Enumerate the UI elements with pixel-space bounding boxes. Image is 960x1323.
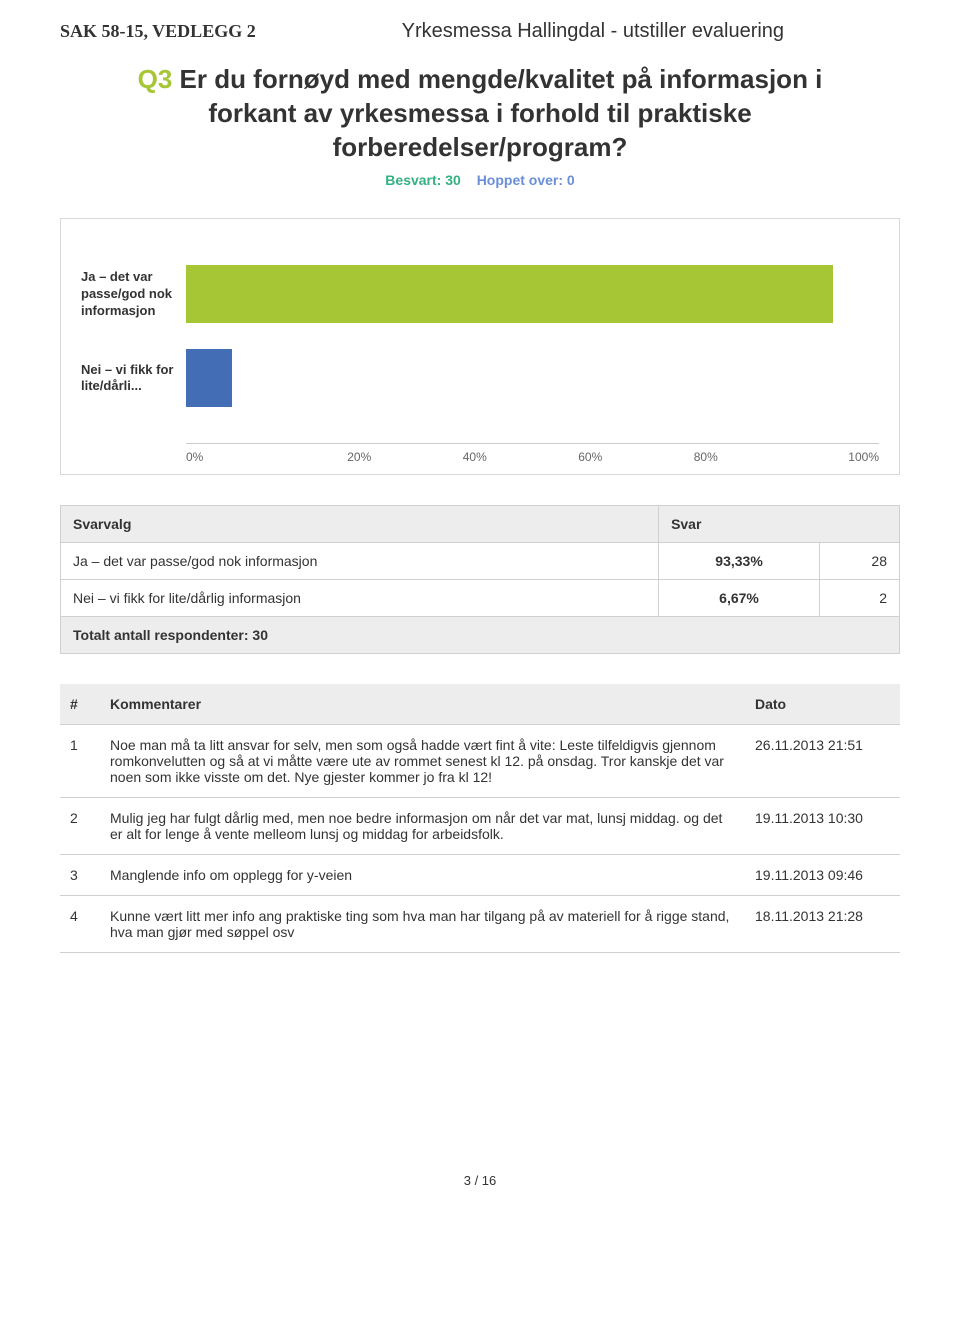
axis-tick: 20% [302, 450, 418, 464]
axis-tick: 100% [764, 450, 880, 464]
bar-row: Nei – vi fikk for lite/dårli... [81, 349, 879, 407]
chart-area: Ja – det var passe/god nok informasjon Ne… [61, 229, 899, 443]
results-table: Svarvalg Svar Ja – det var passe/god nok… [60, 505, 900, 654]
bar-row: Ja – det var passe/god nok informasjon [81, 265, 879, 323]
meta-answered: Besvart: 30 [385, 172, 461, 188]
table-row: Ja – det var passe/god nok informasjon93… [61, 543, 900, 580]
axis-tick: 0% [186, 450, 302, 464]
header-row: SAK 58-15, VEDLEGG 2 Yrkesmessa Hallingd… [60, 20, 900, 43]
axis-tick: 80% [648, 450, 764, 464]
axis-tick: 60% [533, 450, 649, 464]
results-head-svar: Svar [659, 506, 900, 543]
question-number: Q3 [138, 64, 173, 94]
meta-row: Besvart: 30 Hoppet over: 0 [60, 172, 900, 188]
page-number: 3 / 16 [60, 1173, 900, 1188]
bar-fill [186, 265, 833, 323]
comment-num: 3 [60, 855, 100, 896]
question-text: Q3 Er du fornøyd med mengde/kvalitet på … [100, 63, 860, 164]
table-row: 3Manglende info om opplegg for y-veien19… [60, 855, 900, 896]
comments-head-text: Kommentarer [100, 684, 745, 725]
result-label: Nei – vi fikk for lite/dårlig informasjo… [61, 580, 659, 617]
results-head-choice: Svarvalg [61, 506, 659, 543]
result-label: Ja – det var passe/god nok informasjon [61, 543, 659, 580]
bar-track [186, 265, 879, 323]
result-count: 2 [820, 580, 900, 617]
result-count: 28 [820, 543, 900, 580]
bar-track [186, 349, 879, 407]
table-row: 4Kunne vært litt mer info ang praktiske … [60, 896, 900, 953]
comment-text: Manglende info om opplegg for y-veien [100, 855, 745, 896]
result-pct: 93,33% [659, 543, 820, 580]
comment-text: Noe man må ta litt ansvar for selv, men … [100, 725, 745, 798]
question-body: Er du fornøyd med mengde/kvalitet på inf… [180, 64, 823, 162]
bar-label: Ja – det var passe/god nok informasjon [81, 269, 186, 320]
meta-skipped: Hoppet over: 0 [477, 172, 575, 188]
comments-head-date: Dato [745, 684, 900, 725]
bar-chart: Ja – det var passe/god nok informasjon Ne… [60, 218, 900, 475]
result-pct: 6,67% [659, 580, 820, 617]
comments-table: # Kommentarer Dato 1Noe man må ta litt a… [60, 684, 900, 953]
comment-text: Kunne vært litt mer info ang praktiske t… [100, 896, 745, 953]
sak-label: SAK 58-15, VEDLEGG 2 [60, 21, 256, 42]
comment-text: Mulig jeg har fulgt dårlig med, men noe … [100, 798, 745, 855]
question-block: Q3 Er du fornøyd med mengde/kvalitet på … [100, 63, 860, 164]
table-row: 1Noe man må ta litt ansvar for selv, men… [60, 725, 900, 798]
page-title: Yrkesmessa Hallingdal - utstiller evalue… [286, 20, 900, 43]
results-total: Totalt antall respondenter: 30 [61, 617, 900, 654]
comments-head-num: # [60, 684, 100, 725]
comment-num: 4 [60, 896, 100, 953]
comment-date: 18.11.2013 21:28 [745, 896, 900, 953]
comment-date: 19.11.2013 09:46 [745, 855, 900, 896]
comment-date: 26.11.2013 21:51 [745, 725, 900, 798]
comment-num: 2 [60, 798, 100, 855]
chart-axis: 0%20%40%60%80%100% [186, 443, 879, 464]
bar-label: Nei – vi fikk for lite/dårli... [81, 362, 186, 396]
table-row: 2Mulig jeg har fulgt dårlig med, men noe… [60, 798, 900, 855]
comment-num: 1 [60, 725, 100, 798]
axis-tick: 40% [417, 450, 533, 464]
table-row: Nei – vi fikk for lite/dårlig informasjo… [61, 580, 900, 617]
bar-fill [186, 349, 232, 407]
page: SAK 58-15, VEDLEGG 2 Yrkesmessa Hallingd… [0, 0, 960, 1228]
comment-date: 19.11.2013 10:30 [745, 798, 900, 855]
